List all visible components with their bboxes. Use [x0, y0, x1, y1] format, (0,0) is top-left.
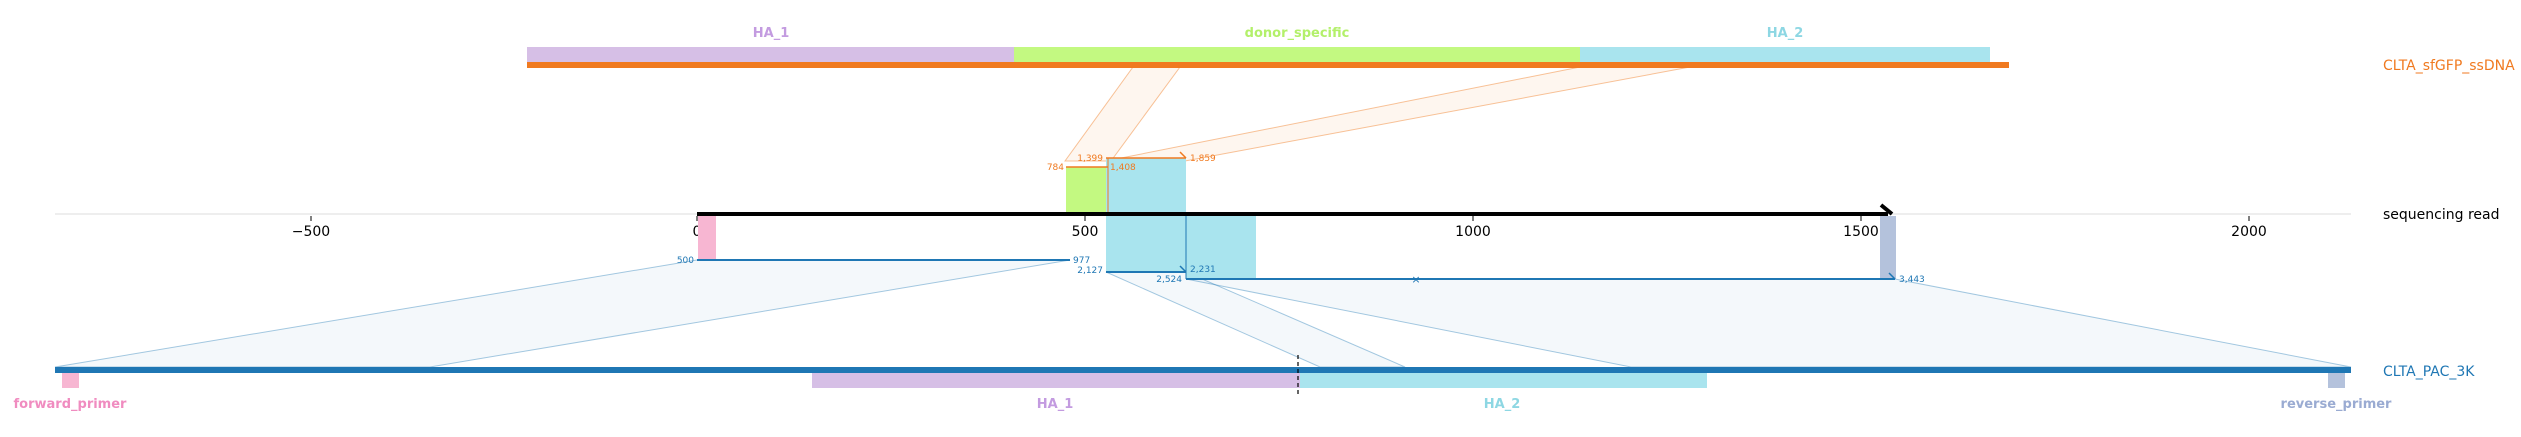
ssdna-label-ha1: HA_1 [753, 26, 790, 41]
tick-label: 1500 [1843, 224, 1879, 240]
read-align-bottom-arrow-a [1179, 265, 1187, 273]
ssdna-feature-ha2 [1580, 47, 1990, 62]
bottom-label-2524: 2,524 [1156, 275, 1182, 285]
ssdna-track: HA_1 donor_specific HA_2 CLTA_sfGFP_ssDN… [527, 26, 2515, 74]
connector-left-to-target [54, 259, 1071, 368]
target-label-rev-primer: reverse_primer [2281, 397, 2393, 412]
target-track: forward_primer HA_1 HA_2 reverse_primer … [14, 355, 2475, 412]
read-name: sequencing read [2383, 207, 2499, 223]
connector-ha2-to-read [1105, 66, 1691, 162]
bottom-label-2127: 2,127 [1077, 266, 1103, 276]
ssdna-label-donor: donor_specific [1245, 26, 1350, 41]
ssdna-name: CLTA_sfGFP_ssDNA [2383, 58, 2515, 74]
bottom-label-3443: 3,443 [1899, 275, 1925, 285]
read-track: −500 0 500 1000 1500 2000 sequencing rea… [55, 203, 2499, 240]
read-alignments-top: 784 1,399 1,408 1,859 [1047, 151, 1216, 212]
tick-label: −500 [292, 224, 330, 240]
target-backbone [55, 367, 2351, 373]
target-feature-ha2 [1300, 373, 1707, 388]
bottom-label-500: 500 [677, 256, 694, 266]
top-label-1399: 1,399 [1077, 154, 1103, 164]
read-alignments-bottom: × 500 977 2,127 2,231 2,524 3,443 [677, 216, 1925, 286]
read-bar [697, 212, 1888, 216]
read-align-donor [1066, 167, 1108, 212]
ssdna-feature-donor [1014, 47, 1580, 62]
read-align-bottom-arrow-c [1888, 272, 1896, 280]
cross-icon: × [1411, 273, 1420, 286]
target-label-ha2: HA_2 [1484, 397, 1521, 412]
tick-label: 0 [693, 224, 702, 240]
connector-donor-to-read [1064, 66, 1181, 162]
read-align-top-arrow [1179, 151, 1187, 159]
target-name: CLTA_PAC_3K [2383, 364, 2475, 380]
tick-label: 1000 [1455, 224, 1491, 240]
top-label-1408: 1,408 [1110, 163, 1136, 173]
read-align-rev-primer [1880, 216, 1896, 279]
read-align-fwd-primer [698, 216, 716, 260]
target-label-fwd-primer: forward_primer [14, 397, 128, 412]
target-label-ha1: HA_1 [1037, 397, 1074, 412]
top-label-784: 784 [1047, 163, 1064, 173]
read-arrow-head [1879, 203, 1894, 216]
read-align-ha2 [1106, 158, 1186, 212]
tick-label: 2000 [2231, 224, 2267, 240]
ssdna-backbone [527, 62, 2009, 68]
target-feature-rev-primer [2328, 373, 2345, 388]
target-feature-fwd-primer [62, 373, 79, 388]
tick-label: 500 [1072, 224, 1099, 240]
ssdna-feature-ha1 [527, 47, 1014, 62]
bottom-label-2231: 2,231 [1190, 265, 1216, 275]
read-axis-ticks: −500 0 500 1000 1500 2000 [292, 216, 2267, 240]
ssdna-read-connectors [1064, 66, 1691, 162]
top-label-1859: 1,859 [1190, 154, 1216, 164]
read-align-ha1 [1106, 216, 1186, 272]
ssdna-label-ha2: HA_2 [1767, 26, 1804, 41]
target-feature-ha1 [812, 373, 1300, 388]
read-align-ha2-ext [1186, 216, 1256, 279]
bottom-label-977: 977 [1073, 256, 1090, 266]
